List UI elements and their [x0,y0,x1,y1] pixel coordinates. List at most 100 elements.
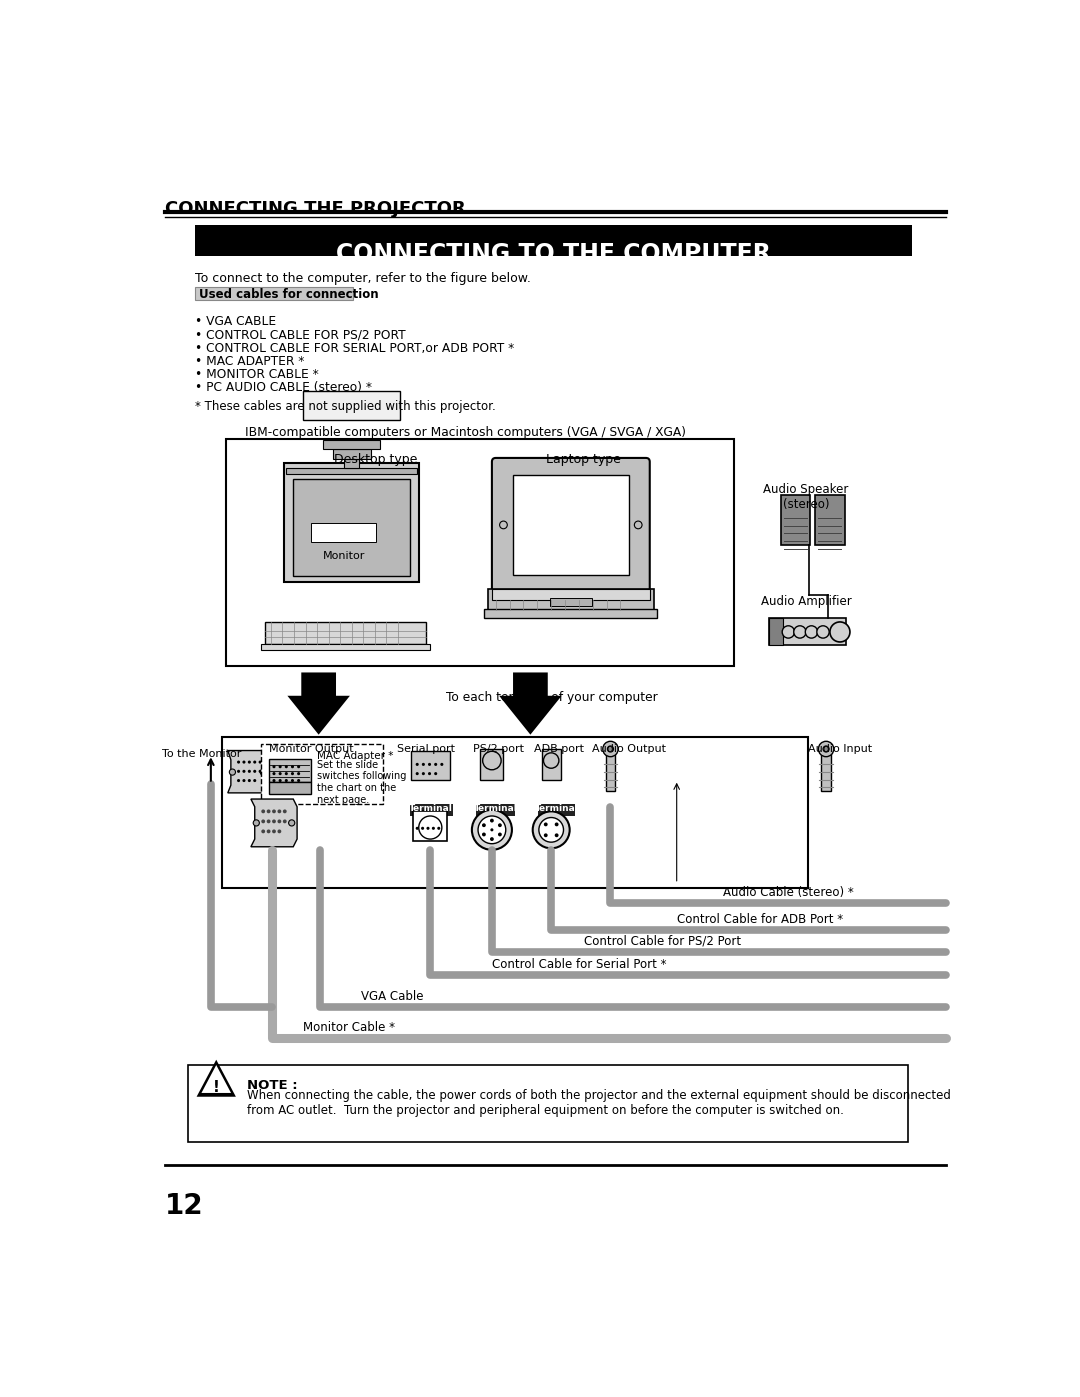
Bar [769,617,846,645]
Circle shape [297,780,300,782]
Circle shape [258,760,261,764]
Bar [769,617,783,645]
Circle shape [607,746,613,752]
Circle shape [422,763,424,766]
Circle shape [229,768,235,775]
Text: • VGA CABLE: • VGA CABLE [195,316,276,328]
Text: Monitor: Monitor [323,550,365,562]
Text: To each terminal of your computer: To each terminal of your computer [446,692,658,704]
Circle shape [297,766,300,768]
Text: • MAC ADAPTER *: • MAC ADAPTER * [195,355,305,367]
Text: • MONITOR CABLE *: • MONITOR CABLE * [195,367,320,381]
Circle shape [806,626,818,638]
Circle shape [272,820,275,823]
Text: VGA Cable: VGA Cable [361,990,423,1003]
Circle shape [285,780,288,782]
Circle shape [427,827,430,830]
Circle shape [823,746,829,752]
Circle shape [285,773,288,775]
Circle shape [253,760,256,764]
Circle shape [794,626,806,638]
Bar [484,609,658,617]
Bar [261,644,430,650]
Text: Terminal: Terminal [535,805,579,813]
Text: Audio Input: Audio Input [808,743,872,753]
Text: To connect to the computer, refer to the figure below.: To connect to the computer, refer to the… [195,271,531,285]
Circle shape [483,752,501,770]
Circle shape [237,770,240,773]
Circle shape [272,766,275,768]
Circle shape [272,780,275,782]
Text: IBM-compatible computers or Macintosh computers (VGA / SVGA / XGA): IBM-compatible computers or Macintosh co… [245,426,687,440]
Text: To the Monitor: To the Monitor [162,749,242,759]
Bar [822,745,831,791]
Bar [188,1065,907,1141]
FancyBboxPatch shape [491,458,650,592]
Circle shape [267,830,270,833]
Circle shape [283,809,286,813]
Circle shape [544,834,548,837]
Circle shape [261,830,265,833]
Circle shape [242,760,245,764]
Circle shape [490,828,494,831]
Circle shape [434,773,437,775]
Bar [284,462,419,583]
Polygon shape [251,799,297,847]
FancyArrowPatch shape [499,672,562,735]
Bar [345,458,360,468]
Circle shape [247,760,251,764]
Bar [222,738,808,887]
Bar [294,479,409,576]
Circle shape [428,773,431,775]
Circle shape [288,820,295,826]
Circle shape [416,773,419,775]
Circle shape [819,742,834,757]
Circle shape [283,820,286,823]
Bar [285,468,417,474]
Circle shape [434,763,437,766]
Circle shape [555,823,558,826]
Circle shape [291,766,294,768]
Circle shape [532,812,569,848]
Text: ADB port: ADB port [535,743,584,753]
Bar [195,286,353,300]
Bar [550,598,592,606]
Circle shape [237,780,240,782]
Circle shape [816,626,829,638]
Text: When connecting the cable, the power cords of both the projector and the externa: When connecting the cable, the power cor… [247,1090,950,1118]
Circle shape [543,753,558,768]
Circle shape [829,622,850,643]
Circle shape [278,820,281,823]
Text: • PC AUDIO CABLE (stereo) *: • PC AUDIO CABLE (stereo) * [195,381,373,394]
Circle shape [267,809,270,813]
Circle shape [482,823,486,827]
Circle shape [237,760,240,764]
Text: Control Cable for ADB Port *: Control Cable for ADB Port * [677,914,842,926]
Circle shape [279,773,282,775]
Circle shape [253,770,256,773]
Bar [269,759,311,782]
Text: Monitor Output: Monitor Output [269,743,353,753]
Circle shape [500,521,508,529]
Circle shape [421,827,424,830]
Circle shape [253,820,259,826]
Circle shape [428,763,431,766]
Text: 12: 12 [164,1192,203,1220]
Circle shape [544,823,548,826]
Text: Desktop type: Desktop type [334,453,418,465]
Circle shape [472,810,512,849]
Text: • CONTROL CABLE FOR PS/2 PORT: • CONTROL CABLE FOR PS/2 PORT [195,328,406,342]
Circle shape [260,768,267,775]
Circle shape [279,766,282,768]
Circle shape [258,770,261,773]
Bar [413,810,447,841]
Bar [781,495,810,545]
Text: Audio Cable (stereo) *: Audio Cable (stereo) * [723,886,853,900]
Bar [333,450,372,458]
Circle shape [603,742,618,757]
Bar [269,782,311,793]
FancyArrowPatch shape [287,672,350,735]
Text: Control Cable for PS/2 Port: Control Cable for PS/2 Port [584,935,742,947]
Bar [226,439,734,666]
Text: Monitor Cable *: Monitor Cable * [303,1021,395,1034]
